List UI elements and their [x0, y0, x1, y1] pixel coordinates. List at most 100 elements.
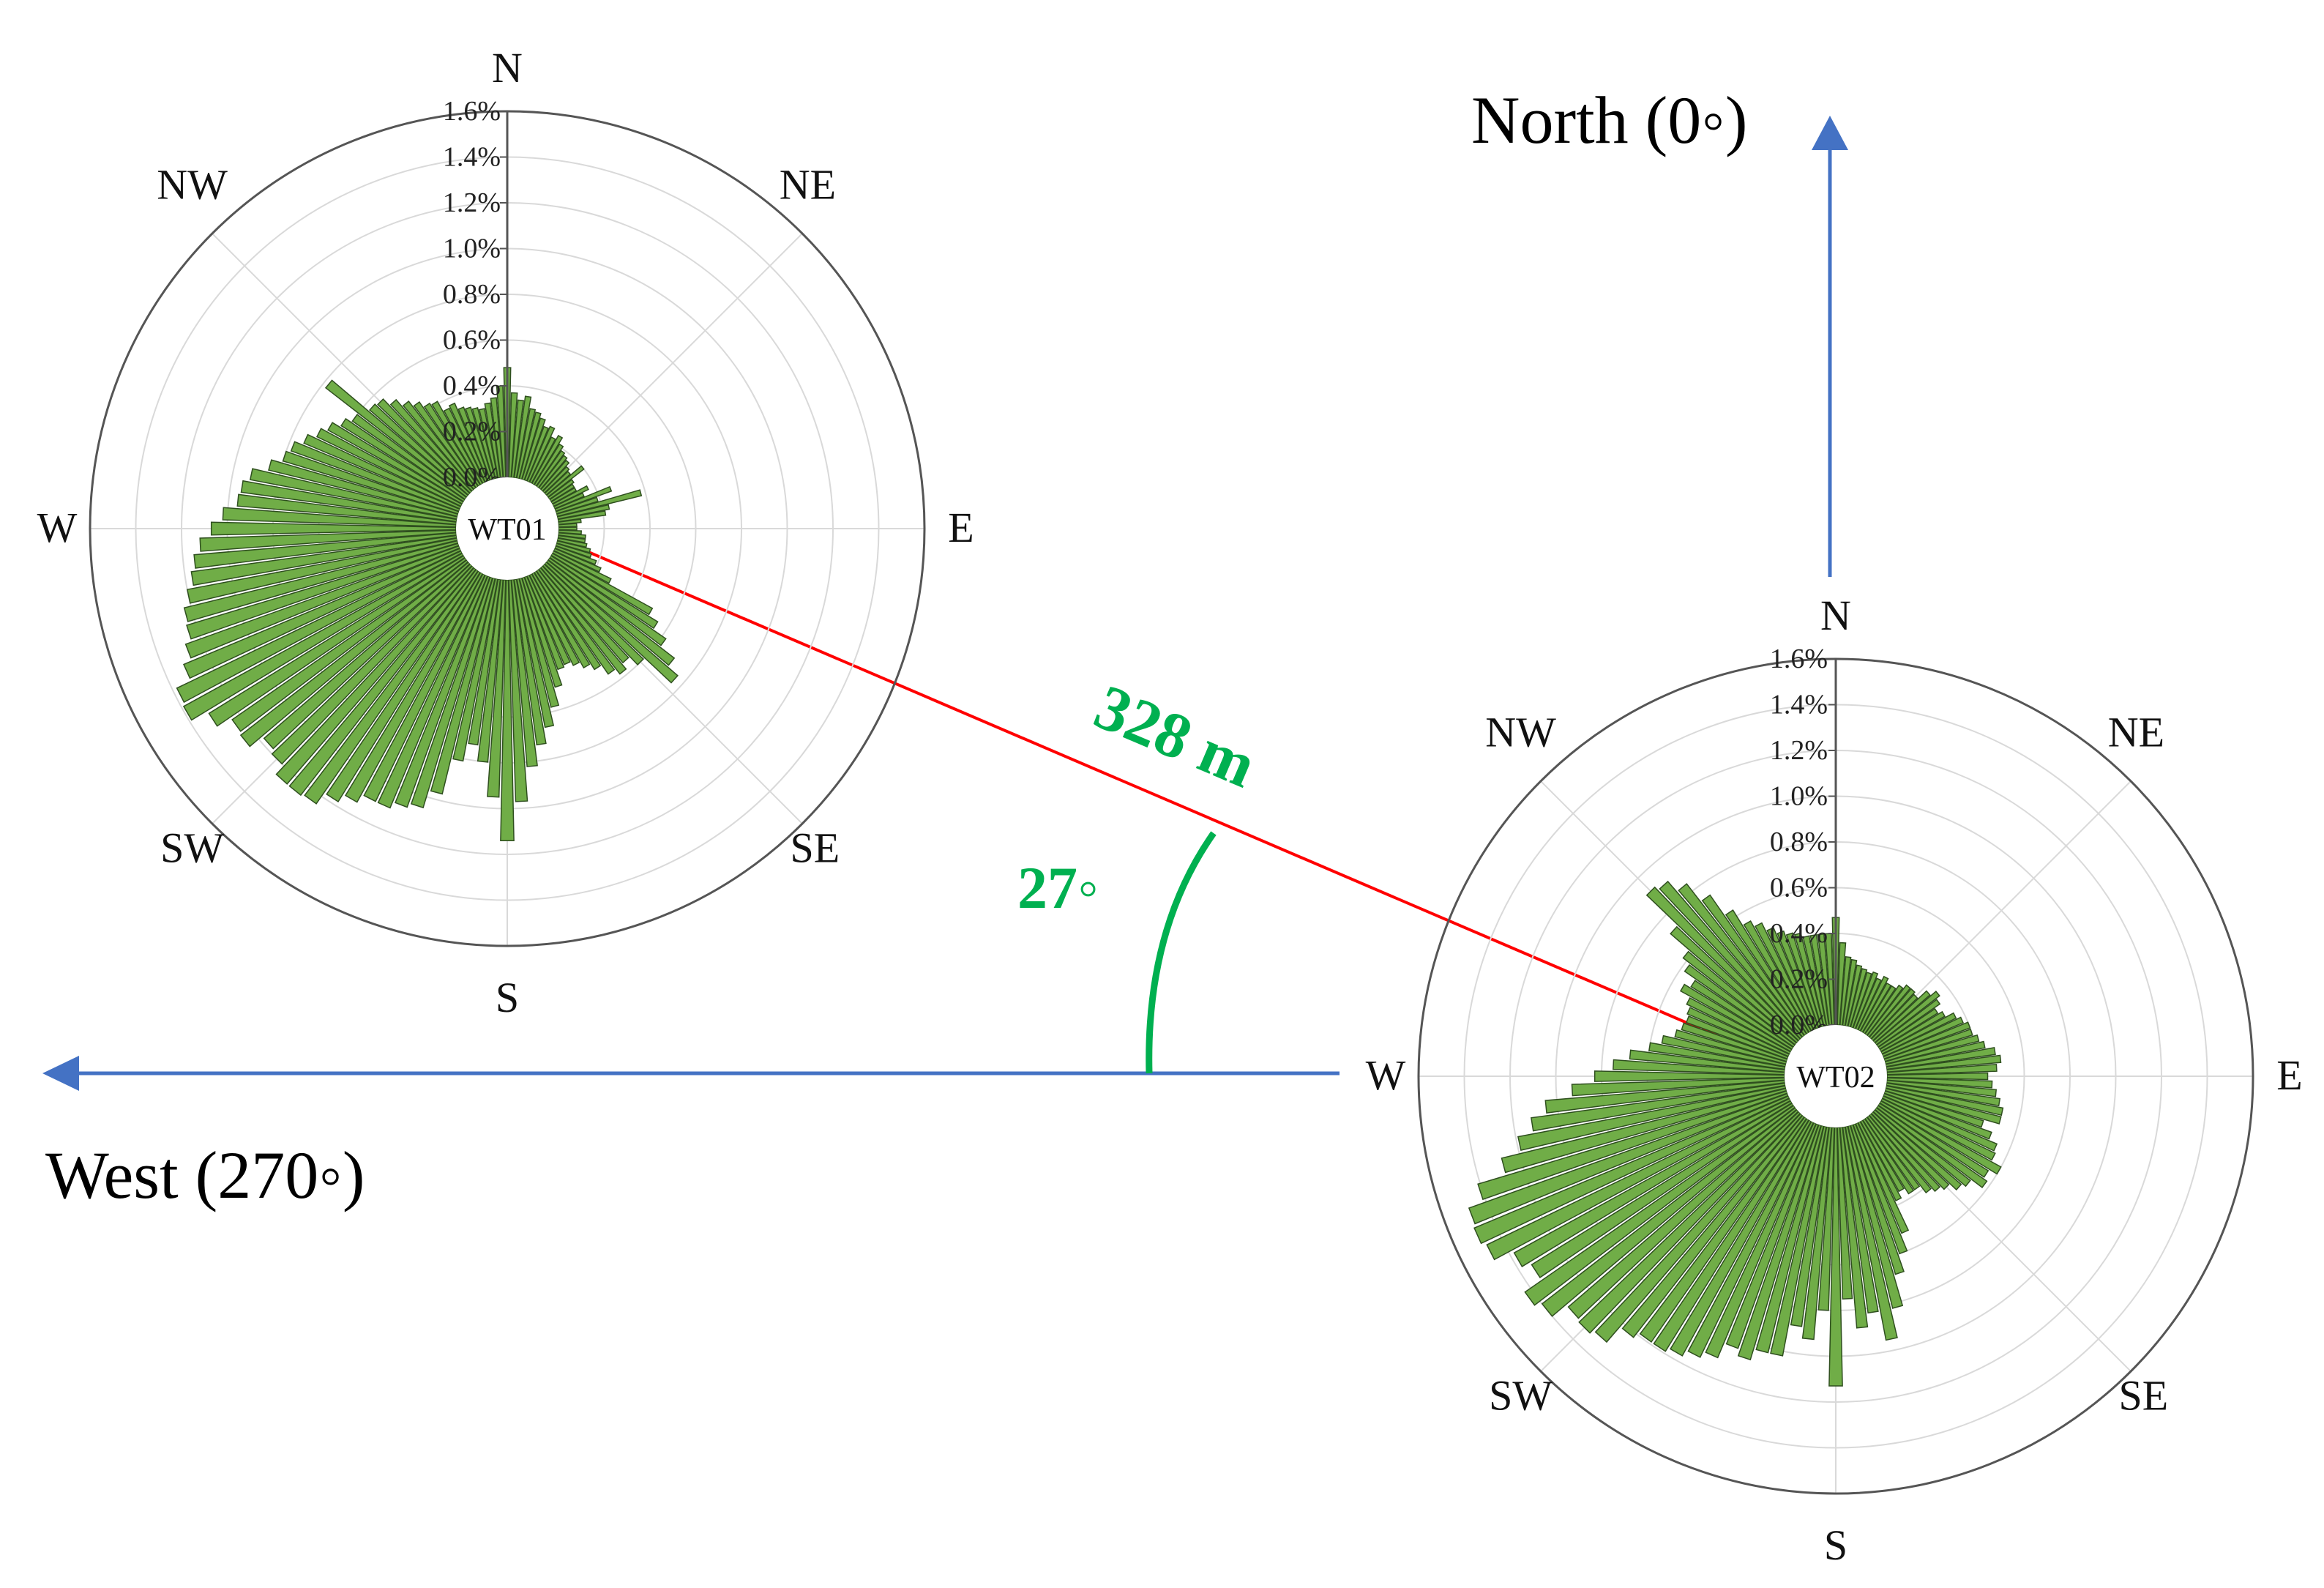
radial-tick-label: 0.6% [443, 325, 501, 356]
wind-bar [210, 521, 457, 536]
wind-bar [431, 400, 484, 486]
radial-tick-label: 1.0% [443, 234, 501, 264]
wind-bar [500, 579, 515, 841]
direction-label: N [492, 44, 523, 92]
radial-tick-label: 0.8% [1770, 827, 1828, 857]
wind-bar [1653, 1117, 1810, 1352]
wind-bar [548, 483, 575, 503]
wind-bar [1679, 983, 1793, 1053]
wind-bar [558, 523, 578, 528]
center-hole [456, 477, 558, 580]
direction-label: NE [2108, 709, 2164, 756]
direction-label: SE [2119, 1371, 2169, 1419]
direction-label: E [948, 504, 974, 551]
wind-bar [533, 443, 564, 488]
center-hole [1785, 1025, 1887, 1127]
turbine-connector-line [578, 546, 1787, 1067]
wind-bar [557, 510, 607, 523]
direction-label: N [1820, 592, 1851, 639]
wind-bar [240, 480, 457, 523]
wind-bar [1790, 1126, 1830, 1327]
radial-tick-label: 0.8% [443, 279, 501, 310]
direction-label: NW [1485, 709, 1556, 756]
wind-bar [1725, 1122, 1820, 1349]
wind-bar [550, 552, 654, 616]
wind-bar [553, 545, 597, 565]
wind-bar [290, 441, 461, 512]
wind-rose-wt02: 0.0%0.2%0.4%0.6%0.8%1.0%1.2%1.4%1.6%WT02… [1366, 592, 2303, 1569]
direction-label: S [496, 974, 519, 1021]
wind-bar [531, 434, 564, 486]
wind-bar [1725, 909, 1810, 1035]
north-arrow-head [1812, 116, 1848, 150]
wind-bar [1809, 933, 1830, 1026]
angle-arc [1146, 831, 1217, 1074]
wind-bar [457, 406, 491, 482]
radial-tick-label: 1.2% [1770, 735, 1828, 766]
direction-label: W [37, 504, 78, 551]
wind-bar [1571, 1077, 1785, 1097]
wind-rose-wt01: 0.0%0.2%0.4%0.6%0.8%1.0%1.2%1.4%1.6%WT01… [37, 44, 974, 1021]
radial-tick-label: 1.0% [1770, 781, 1828, 812]
direction-label: SE [791, 824, 840, 871]
wind-bar [1531, 1102, 1795, 1278]
radial-tick-label: 0.2% [1770, 964, 1828, 995]
turbine-label: WT02 [1796, 1061, 1875, 1095]
wind-bar [1685, 1015, 1790, 1060]
radial-tick-label: 0.4% [1770, 918, 1828, 949]
wind-bar [1852, 1122, 1908, 1255]
wind-bar [523, 575, 565, 671]
wind-bar [327, 422, 465, 505]
wind-bar [1531, 1082, 1786, 1132]
wind-bar [1878, 1100, 2002, 1175]
direction-label: E [2276, 1051, 2302, 1099]
angle-label: 27◦ [1017, 854, 1099, 921]
wind-bar [340, 417, 466, 503]
wind-bar [326, 570, 482, 803]
wind-bar [550, 487, 578, 505]
wind-bar [1886, 1072, 1989, 1081]
wind-bar [1878, 1010, 1946, 1053]
wind-bar [553, 485, 613, 512]
wind-bar [1859, 1119, 1905, 1193]
radial-tick-label: 0.6% [1770, 873, 1828, 903]
wind-bar [1743, 920, 1812, 1034]
wind-bar [1828, 1127, 1843, 1387]
wind-bar [1837, 1127, 1853, 1300]
wind-bar [190, 534, 457, 586]
wind-bar [423, 402, 482, 488]
radial-tick-label: 1.6% [443, 96, 501, 127]
west-label: West (270◦) [45, 1138, 365, 1212]
wind-bar [1842, 958, 1858, 1026]
wind-bar [548, 554, 659, 630]
wind-bar [1877, 1102, 1989, 1178]
north-label: North (0◦) [1471, 83, 1748, 157]
west-arrow-head [42, 1056, 79, 1091]
wind-bar [1886, 1082, 2001, 1107]
wind-bar [484, 402, 501, 479]
direction-label: SW [1489, 1371, 1553, 1419]
direction-label: S [1824, 1521, 1847, 1569]
wind-bar [1593, 1070, 1785, 1082]
wind-bar [513, 578, 547, 746]
wind-bar [1886, 1063, 1998, 1076]
wind-bar [508, 579, 528, 802]
direction-label: SW [160, 824, 224, 871]
wind-bar [523, 425, 549, 482]
radial-tick-label: 0.4% [443, 370, 501, 401]
radial-tick-label: 1.4% [1770, 690, 1828, 720]
wind-bar [182, 552, 465, 721]
wind-bar [199, 529, 457, 552]
wind-bar [1886, 1047, 1996, 1070]
wind-bar [1861, 1117, 1915, 1195]
radial-tick-label: 0.2% [443, 417, 501, 447]
radial-tick-label: 1.4% [443, 142, 501, 173]
radial-tick-label: 1.6% [1770, 644, 1828, 674]
wind-bar [1882, 1092, 1992, 1140]
wind-bar [1670, 1119, 1812, 1357]
turbine-label: WT01 [468, 513, 546, 547]
wind-bar [1468, 1092, 1790, 1225]
direction-label: NW [157, 161, 228, 209]
